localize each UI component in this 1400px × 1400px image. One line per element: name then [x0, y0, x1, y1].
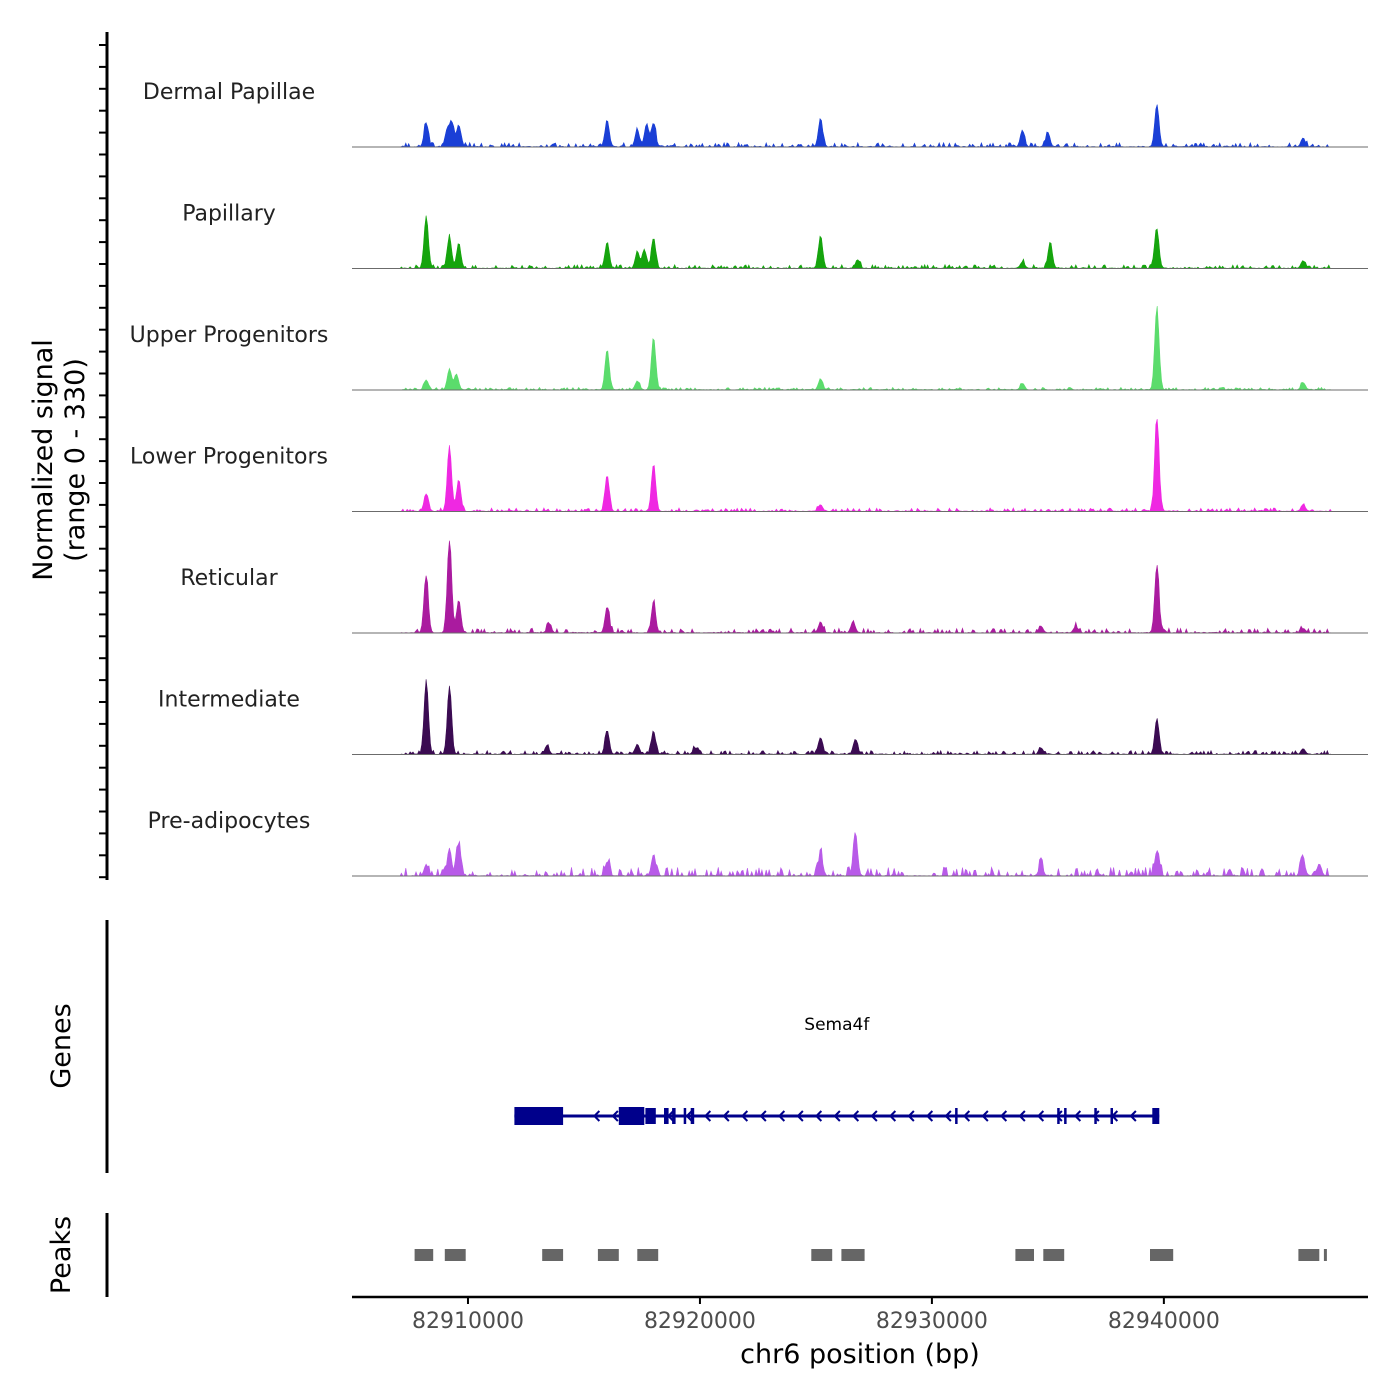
gene-exon: [690, 1108, 695, 1124]
x-axis: 82910000 82920000 82930000 82940000: [412, 1297, 1220, 1334]
peak-region: [414, 1249, 434, 1261]
x-tick-label: 82910000: [412, 1309, 524, 1334]
strand-arrow: [666, 1110, 675, 1122]
peak-region: [637, 1249, 659, 1261]
strand-arrow: [1110, 1110, 1119, 1122]
strand-arrow: [777, 1110, 786, 1122]
coverage-track: Intermediate: [158, 679, 1368, 756]
strand-arrow: [944, 1110, 952, 1122]
peak-region: [811, 1249, 833, 1261]
strand-arrow: [851, 1110, 860, 1122]
strand-arrow: [740, 1110, 749, 1122]
y-axis-label: Normalized signal: [28, 339, 59, 581]
track-label: Reticular: [180, 566, 278, 591]
strand-arrow: [648, 1110, 656, 1122]
coverage-track: Papillary: [182, 202, 1368, 270]
strand-arrow: [999, 1110, 1008, 1122]
gene-exon: [514, 1107, 564, 1125]
x-axis-label: chr6 position (bp): [740, 1339, 980, 1370]
signal-area: [352, 679, 1368, 756]
track-label: Dermal Papillae: [143, 80, 315, 105]
signal-area: [352, 305, 1368, 391]
track-label: Intermediate: [158, 688, 300, 713]
peak-region: [1323, 1249, 1327, 1261]
gene-exon: [1152, 1108, 1160, 1124]
strand-arrow: [759, 1110, 767, 1122]
coverage-tracks: Dermal Papillae Papillary Upper Progenitor…: [130, 80, 1368, 877]
strand-arrow: [888, 1110, 897, 1122]
strand-arrow: [907, 1110, 915, 1122]
strand-arrow: [1073, 1110, 1082, 1122]
gene-exon: [1094, 1108, 1097, 1124]
signal-area: [352, 540, 1368, 634]
signal-area: [352, 104, 1368, 148]
strand-arrow: [814, 1110, 823, 1122]
strand-arrow: [1129, 1110, 1137, 1122]
peak-track: [414, 1249, 1327, 1261]
x-tick-label: 82920000: [644, 1309, 756, 1334]
gene-exon: [683, 1108, 687, 1124]
signal-area: [352, 215, 1368, 270]
coverage-track: Reticular: [180, 540, 1368, 634]
coverage-track: Lower Progenitors: [130, 419, 1368, 513]
x-tick-label: 82940000: [1108, 1309, 1220, 1334]
peak-region: [597, 1249, 619, 1261]
track-label: Lower Progenitors: [130, 445, 328, 470]
signal-area: [352, 419, 1368, 513]
gene-track: [514, 1107, 1160, 1125]
strand-arrow: [703, 1110, 712, 1122]
gene-exon: [672, 1108, 676, 1124]
genes-label: Genes: [46, 1003, 77, 1088]
peak-region: [542, 1249, 564, 1261]
peak-region: [1298, 1249, 1320, 1261]
strand-arrow: [1055, 1110, 1063, 1122]
strand-arrow: [796, 1110, 804, 1122]
strand-arrow: [685, 1110, 693, 1122]
strand-arrow: [722, 1110, 730, 1122]
strand-arrow: [870, 1110, 878, 1122]
strand-arrow: [1036, 1110, 1045, 1122]
y-axis-range-label: (range 0 - 330): [60, 358, 91, 562]
strand-arrow: [592, 1110, 601, 1122]
coverage-track: Upper Progenitors: [130, 305, 1368, 391]
gene-exon: [955, 1108, 958, 1124]
strand-arrow: [981, 1110, 989, 1122]
strand-arrow: [1018, 1110, 1026, 1122]
peak-region: [1150, 1249, 1174, 1261]
track-label: Papillary: [182, 202, 276, 227]
strand-arrow: [833, 1110, 841, 1122]
coverage-y-axis: [99, 32, 109, 880]
peak-region: [1043, 1249, 1065, 1261]
gene-name-label: Sema4f: [804, 1015, 870, 1035]
track-label: Pre-adipocytes: [148, 809, 311, 834]
peak-region: [444, 1249, 466, 1261]
coverage-track: Dermal Papillae: [143, 80, 1368, 148]
gene-exon: [664, 1108, 669, 1124]
gene-exon: [1057, 1108, 1060, 1124]
strand-arrow: [629, 1110, 638, 1122]
peaks-label: Peaks: [46, 1216, 77, 1294]
x-tick-label: 82930000: [876, 1309, 988, 1334]
strand-arrow: [611, 1110, 619, 1122]
signal-area: [352, 832, 1368, 877]
peak-region: [1015, 1249, 1034, 1261]
track-label: Upper Progenitors: [130, 323, 329, 348]
gene-exon: [1064, 1108, 1067, 1124]
strand-arrow: [925, 1110, 934, 1122]
coverage-track: Pre-adipocytes: [148, 809, 1368, 877]
strand-arrow: [962, 1110, 971, 1122]
strand-arrow: [1092, 1110, 1100, 1122]
peak-region: [841, 1249, 865, 1261]
